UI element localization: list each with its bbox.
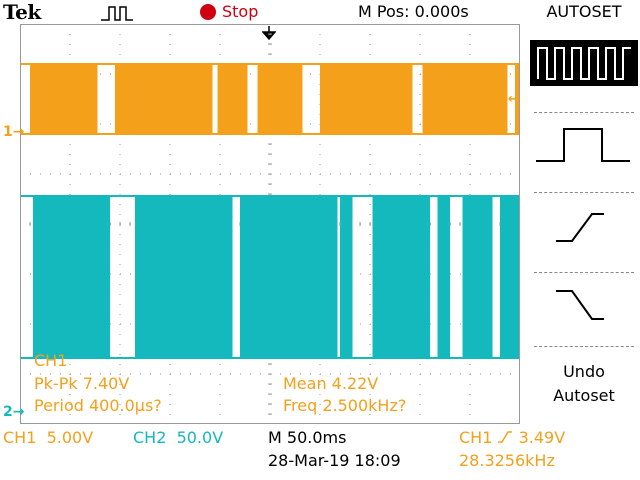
rising-edge-icon: [556, 213, 604, 242]
menu-separator: [534, 346, 634, 347]
date-time: 28-Mar-19 18:09: [268, 451, 401, 470]
menu-separator: [534, 112, 634, 113]
trigger-readout[interactable]: CH1 3.49V: [459, 428, 565, 447]
menu-separator: [534, 272, 634, 273]
brand-logo: Tek: [3, 0, 41, 24]
single-cycle-square-wave-icon: [536, 128, 630, 162]
undo-label: Undo: [563, 362, 605, 381]
ch1-scale-readout[interactable]: CH1 5.00V: [3, 428, 93, 447]
acquisition-status: Stop: [200, 2, 258, 21]
run-state-label: Stop: [222, 2, 259, 21]
ch1-ground-marker: 1→: [3, 124, 25, 140]
ch2-scale-readout[interactable]: CH2 50.0V: [133, 428, 223, 447]
timebase-readout[interactable]: M 50.0ms: [268, 428, 347, 447]
rising-edge-option[interactable]: [528, 196, 640, 272]
falling-edge-option[interactable]: [528, 276, 640, 352]
ch1-volts-per-div: 5.00V: [46, 428, 94, 447]
trigger-frequency: 28.3256kHz: [459, 451, 555, 470]
ch1-label: CH1: [3, 428, 37, 447]
ch1-waveform: [20, 63, 520, 135]
measurement-freq: Freq 2.500kHz?: [283, 396, 407, 415]
trigger-source: CH1: [459, 428, 493, 447]
menu-title: AUTOSET: [546, 2, 622, 21]
autoset-label: Autoset: [553, 386, 615, 405]
measurement-pk-pk: Pk-Pk 7.40V: [34, 374, 130, 393]
ch2-volts-per-div: 50.0V: [176, 428, 224, 447]
falling-edge-icon: [556, 290, 604, 320]
pulse-trigger-icon: [101, 6, 133, 21]
autoset-side-menu: Undo Autoset: [528, 36, 640, 426]
measurement-mean: Mean 4.22V: [283, 374, 379, 393]
ch2-marker-label: 2: [3, 404, 13, 420]
graticule-border: [20, 24, 520, 424]
multi-cycle-square-wave-option[interactable]: [528, 36, 640, 112]
trigger-level-marker: ←: [508, 92, 519, 107]
menu-separator: [534, 192, 634, 193]
waveform-display[interactable]: [20, 24, 520, 424]
ch2-ground-marker: 2→: [3, 404, 25, 420]
horizontal-position-readout: M Pos: 0.000s: [358, 2, 469, 21]
multi-cycle-square-wave-icon: [530, 40, 638, 86]
trigger-level: 3.49V: [518, 428, 566, 447]
ch2-label: CH2: [133, 428, 167, 447]
ch1-marker-label: 1: [3, 124, 13, 140]
ch2-waveform: [20, 195, 520, 359]
stop-icon: [200, 3, 216, 20]
measurement-channel: CH1: [34, 351, 68, 370]
rising-slope-icon: [498, 431, 513, 443]
measurement-period: Period 400.0µs?: [34, 396, 162, 415]
undo-autoset-button[interactable]: Undo Autoset: [528, 356, 640, 424]
single-cycle-square-wave-option[interactable]: [528, 116, 640, 192]
